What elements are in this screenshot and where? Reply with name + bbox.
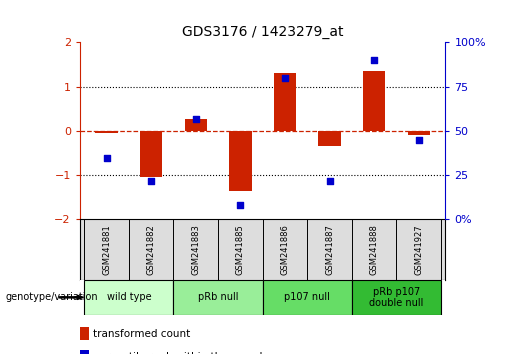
Point bbox=[325, 178, 334, 183]
Bar bbox=[140, 131, 162, 177]
Text: GSM241887: GSM241887 bbox=[325, 224, 334, 275]
Bar bbox=[352, 280, 441, 315]
Text: GSM241886: GSM241886 bbox=[281, 224, 289, 275]
Point bbox=[147, 178, 156, 183]
Bar bbox=[229, 131, 251, 191]
Point bbox=[281, 75, 289, 81]
Text: GSM241927: GSM241927 bbox=[414, 224, 423, 275]
Point bbox=[370, 57, 378, 63]
Bar bbox=[84, 280, 174, 315]
Bar bbox=[95, 131, 118, 133]
Text: GSM241885: GSM241885 bbox=[236, 224, 245, 275]
Bar bbox=[363, 71, 385, 131]
Text: p107 null: p107 null bbox=[284, 292, 330, 302]
Title: GDS3176 / 1423279_at: GDS3176 / 1423279_at bbox=[182, 25, 344, 39]
Bar bbox=[184, 119, 207, 131]
Text: pRb p107
double null: pRb p107 double null bbox=[369, 286, 424, 308]
Text: GSM241881: GSM241881 bbox=[102, 224, 111, 275]
Point bbox=[102, 155, 111, 160]
Point bbox=[415, 137, 423, 143]
Bar bbox=[407, 131, 430, 135]
Text: genotype/variation: genotype/variation bbox=[5, 292, 98, 302]
Bar bbox=[263, 280, 352, 315]
Point bbox=[236, 202, 245, 208]
Text: GSM241882: GSM241882 bbox=[147, 224, 156, 275]
Text: wild type: wild type bbox=[107, 292, 151, 302]
Point bbox=[192, 116, 200, 121]
Text: percentile rank within the sample: percentile rank within the sample bbox=[93, 352, 269, 354]
Text: pRb null: pRb null bbox=[198, 292, 238, 302]
Bar bbox=[174, 280, 263, 315]
Text: GSM241888: GSM241888 bbox=[370, 224, 379, 275]
Text: GSM241883: GSM241883 bbox=[191, 224, 200, 275]
Bar bbox=[318, 131, 341, 147]
Bar bbox=[274, 74, 296, 131]
Text: transformed count: transformed count bbox=[93, 329, 190, 339]
